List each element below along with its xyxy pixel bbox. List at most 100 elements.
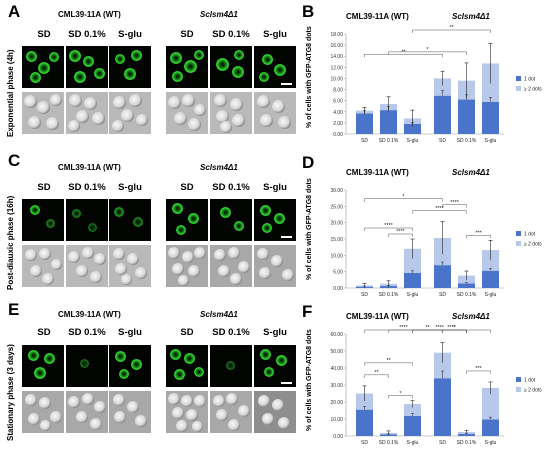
phase-label-exponential: Exponential phase (4h): [6, 49, 15, 137]
legend-label-one-dot: 1 dot: [524, 378, 536, 384]
significance-label: **: [425, 325, 430, 331]
x-tick-label: S-glu: [407, 138, 419, 144]
strain-label-wt: CML39-11A (WT): [58, 310, 121, 319]
fluorescence-image: [254, 199, 296, 241]
panel-letter-f: F: [302, 302, 313, 321]
y-tick-label: 8.00: [333, 88, 343, 94]
x-tick-label: SD 0.1%: [457, 292, 477, 298]
bar-one-dot: [458, 99, 475, 134]
phase-label-stationary: Stationary phase (3 days): [6, 344, 15, 441]
y-tick-label: 25.00: [330, 204, 343, 210]
fluorescence-image: [22, 345, 64, 387]
significance-label: *: [426, 47, 429, 53]
significance-bracket: [388, 395, 413, 399]
dic-image: [109, 92, 151, 134]
x-tick-label: SD 0.1%: [379, 440, 399, 446]
bar-one-dot: [380, 110, 397, 134]
y-tick-label: 15.00: [330, 237, 343, 243]
bar-one-dot: [434, 265, 451, 288]
bar-two-dots: [434, 78, 451, 96]
strain-label-mutant: Sclsm4Δ1: [200, 10, 238, 19]
significance-label: ***: [475, 231, 482, 237]
significance-label: **: [374, 370, 379, 376]
y-tick-label: 40.00: [330, 366, 343, 372]
strain-label-wt: CML39-11A (WT): [346, 312, 409, 321]
y-tick-label: 16.00: [330, 43, 343, 49]
panel-letter-b: B: [302, 2, 315, 21]
significance-bracket: [466, 235, 491, 239]
bar-one-dot: [356, 409, 373, 436]
bar-chart-f: 0.00 10.00 20.00 30.00 40.00 50.00 60.00 SD SD 0…: [316, 322, 548, 452]
bar-one-dot: [356, 286, 373, 288]
condition-label-sd: SD: [180, 29, 194, 40]
condition-label-sglu: S-glu: [118, 29, 142, 40]
strain-label-mutant: Sclsm4Δ1: [452, 168, 490, 177]
strain-label-wt: CML39-11A (WT): [346, 168, 409, 177]
significance-label: ***: [475, 366, 482, 372]
significance-bracket: [442, 204, 467, 208]
x-tick-label: S-glu: [485, 440, 497, 446]
chart-y-axis-label: % of cells with GFP-ATG8 dots: [306, 329, 313, 431]
x-tick-label: SD 0.1%: [379, 292, 399, 298]
legend-swatch-two-dots: [516, 86, 521, 91]
condition-label-sd: SD: [37, 182, 51, 193]
scale-bar: [281, 382, 292, 384]
bar-one-dot: [482, 270, 499, 288]
condition-label-sd: SD: [180, 182, 194, 193]
bar-one-dot: [458, 433, 475, 436]
condition-label-sd: SD: [37, 29, 51, 40]
condition-label-sglu: S-glu: [118, 327, 142, 338]
significance-label: **: [386, 358, 391, 364]
dic-image: [166, 391, 208, 433]
panel-letter-c: C: [8, 151, 21, 170]
y-tick-label: 2.00: [333, 121, 343, 127]
significance-bracket: [412, 29, 491, 33]
dic-image: [166, 92, 208, 134]
condition-label-sglu: S-glu: [263, 327, 287, 338]
fluorescence-image: [66, 199, 108, 241]
strain-label-wt: CML39-11A (WT): [346, 12, 409, 21]
fluorescence-image: [166, 46, 208, 88]
dic-image: [166, 245, 208, 287]
x-tick-label: SD: [439, 440, 446, 446]
strain-label-mutant: Sclsm4Δ1: [452, 12, 490, 21]
legend-label-two-dots: ≥ 2 dots: [524, 87, 542, 93]
x-tick-label: S-glu: [407, 440, 419, 446]
x-tick-label: SD: [439, 138, 446, 144]
significance-bracket: [388, 51, 467, 55]
bar-one-dot: [404, 272, 421, 288]
bar-chart-d: 0.00 5.00 10.00 15.00 20.00 25.00 30.00 SD SD 0.…: [316, 178, 548, 304]
y-tick-label: 20.00: [330, 400, 343, 406]
strain-label-mutant: Sclsm4Δ1: [200, 310, 238, 319]
significance-label: **: [401, 49, 406, 55]
condition-label-sglu: S-glu: [263, 29, 287, 40]
x-tick-label: SD: [361, 138, 368, 144]
legend-swatch-two-dots: [516, 387, 521, 392]
condition-label-sglu: S-glu: [118, 182, 142, 193]
bar-chart-b: 0.00 2.00 4.00 6.00 8.00 10.00 12.00 14.00 16.00…: [316, 22, 548, 152]
significance-label: *: [453, 325, 456, 331]
bar-two-dots: [356, 393, 373, 410]
y-tick-label: 30.00: [330, 188, 343, 194]
y-tick-label: 14.00: [330, 54, 343, 60]
dic-image: [210, 391, 252, 433]
x-tick-label: SD 0.1%: [457, 138, 477, 144]
fluorescence-image: [254, 345, 296, 387]
dic-image: [22, 245, 64, 287]
x-tick-label: SD 0.1%: [379, 138, 399, 144]
panel-letter-a: A: [8, 2, 21, 21]
x-tick-label: S-glu: [485, 138, 497, 144]
x-tick-label: SD: [361, 292, 368, 298]
bar-two-dots: [434, 352, 451, 379]
chart-y-axis-label: % of cells with GFP-ATG8 dots: [306, 178, 313, 280]
x-tick-label: S-glu: [485, 292, 497, 298]
dic-image: [66, 92, 108, 134]
chart-svg: 0.00 2.00 4.00 6.00 8.00 10.00 12.00 14.00 16.00…: [330, 25, 542, 144]
dic-image: [210, 245, 252, 287]
condition-label-sd-01: SD 0.1%: [212, 327, 250, 338]
significance-label: ****: [435, 325, 444, 331]
significance-bracket: [364, 53, 443, 58]
significance-label: *: [399, 391, 402, 397]
significance-bracket: [364, 227, 413, 231]
y-tick-label: 60.00: [330, 332, 343, 338]
